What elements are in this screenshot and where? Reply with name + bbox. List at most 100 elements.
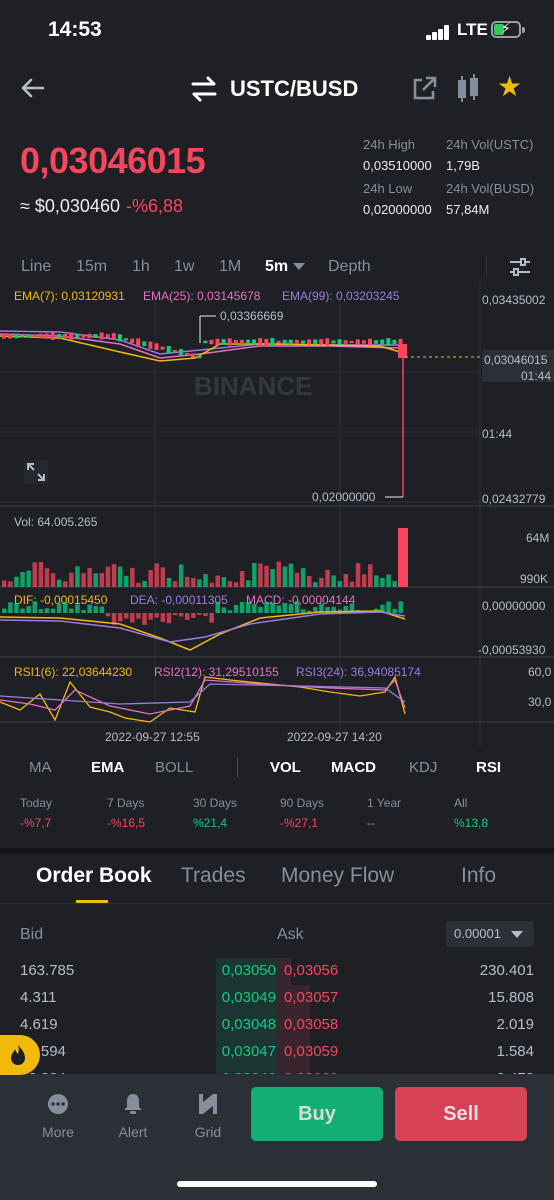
perf-label-1y: 1 Year [367, 796, 402, 810]
tf-1m[interactable]: 1M [219, 258, 242, 275]
sell-button[interactable]: Sell [395, 1087, 527, 1141]
favorite-star-icon[interactable]: ★ [497, 71, 523, 102]
macd-tick-bottom: -0,00053930 [478, 643, 546, 657]
candle [87, 333, 92, 339]
volume-bar [14, 576, 19, 587]
tab-info[interactable]: Info [461, 864, 497, 887]
tab-money-flow[interactable]: Money Flow [281, 864, 395, 887]
candle [307, 339, 311, 345]
order-book-row[interactable]: 163.785 0,03050 0,03056 230.401 [0, 958, 554, 985]
tf-line[interactable]: Line [21, 258, 52, 275]
candlestick-icon[interactable] [456, 74, 480, 104]
ind-divider [237, 757, 238, 777]
candle [270, 338, 275, 346]
vol-tick-top: 64M [526, 531, 549, 545]
candle [136, 338, 141, 347]
pair-title[interactable]: USTC/BUSD [230, 76, 359, 101]
ind-boll[interactable]: BOLL [155, 759, 194, 776]
signal-icon [426, 24, 452, 40]
ind-macd[interactable]: MACD [331, 759, 376, 776]
rsi-tick-bottom: 30,0 [528, 695, 552, 709]
ask-depth-bar [277, 985, 311, 1012]
status-bar: 14:53 LTE ⚡ [0, 0, 554, 62]
bid-price: 0,03050 [221, 962, 276, 979]
candle [32, 334, 37, 338]
y-tick-bottom: 0,02432779 [482, 492, 546, 506]
chart-settings-icon[interactable] [508, 256, 532, 278]
bid-header: Bid [20, 926, 44, 943]
volume-bar [258, 563, 263, 587]
macd-bar [105, 613, 111, 617]
ind-rsi[interactable]: RSI [476, 759, 502, 776]
back-arrow-icon[interactable] [18, 74, 46, 102]
ind-vol[interactable]: VOL [270, 759, 301, 776]
candle [2, 333, 6, 339]
chevron-down-icon [511, 931, 523, 939]
candle [44, 333, 49, 339]
order-book-row[interactable]: 4.311 0,03049 0,03057 15.808 [0, 985, 554, 1012]
battery-icon: ⚡ [491, 20, 521, 38]
volume-bar [203, 574, 208, 587]
tf-depth[interactable]: Depth [328, 258, 371, 275]
macd-bar [313, 607, 318, 613]
ask-price: 0,03057 [284, 989, 339, 1006]
candle [349, 340, 354, 344]
macd-bar [294, 601, 300, 613]
ind-ma[interactable]: MA [29, 759, 52, 776]
order-book-row[interactable]: 25.594 0,03047 0,03059 1.584 [0, 1039, 554, 1066]
tf-1w[interactable]: 1w [174, 258, 195, 275]
section-divider [0, 848, 554, 854]
tab-trades[interactable]: Trades [181, 864, 246, 887]
candle [374, 340, 379, 344]
macd-bar [50, 608, 56, 613]
candle [215, 338, 220, 346]
volume-bar [26, 570, 31, 587]
volume-bar [142, 581, 147, 587]
candle [380, 339, 385, 345]
volume-bar [117, 566, 123, 587]
macd-bar [325, 607, 330, 613]
volume-bar [8, 581, 13, 587]
candle [8, 333, 13, 339]
volume-bar [313, 582, 318, 587]
volume-bar [355, 563, 361, 587]
tab-order-book[interactable]: Order Book [36, 864, 152, 887]
volume-bar [227, 581, 233, 587]
nav-grid-label: Grid [194, 1124, 222, 1140]
share-icon[interactable] [412, 75, 438, 101]
tf-5m[interactable]: 5m [265, 258, 306, 276]
candle [398, 344, 407, 358]
dif-line [0, 610, 406, 651]
order-book-row[interactable]: 4.619 0,03048 0,03058 2.019 [0, 1012, 554, 1039]
macd-bar [331, 606, 336, 613]
precision-select[interactable]: 0.00001 [446, 921, 534, 947]
perf-label-today: Today [20, 796, 53, 810]
swap-icon[interactable] [190, 76, 218, 102]
perf-value-7d: -%16,5 [107, 816, 146, 830]
vol-base-value: 1,79B [446, 158, 480, 173]
perf-label-30d: 30 Days [193, 796, 238, 810]
vol-tick-bottom: 990K [520, 572, 548, 586]
macd-bar [178, 613, 184, 617]
macd-bar [166, 613, 172, 624]
buy-button[interactable]: Buy [251, 1087, 383, 1141]
volume-bar [349, 581, 355, 587]
ind-kdj[interactable]: KDJ [409, 759, 438, 776]
volume-bar [50, 573, 56, 587]
macd-bar [319, 603, 324, 613]
macd-hist [2, 601, 403, 625]
low-marker: 0,02000000 [312, 352, 404, 504]
bell-icon [124, 1094, 142, 1114]
indicator-bar: MA EMA BOLL VOL MACD KDJ RSI [0, 747, 554, 787]
tf-15m[interactable]: 15m [76, 258, 108, 275]
ind-ema[interactable]: EMA [91, 759, 125, 776]
expand-icon[interactable] [24, 460, 48, 484]
price-chart[interactable]: EMA(7): 0,03120931 EMA(25): 0,03145678 E… [0, 282, 554, 747]
perf-value-90d: -%27,1 [280, 816, 319, 830]
tf-1h[interactable]: 1h [132, 258, 150, 275]
macd-bar [44, 608, 50, 613]
macd-bar [246, 602, 251, 613]
hot-promo-button[interactable] [0, 1035, 40, 1075]
rsi6-label: RSI1(6): 22,03644230 [14, 665, 132, 679]
volume-bar [81, 573, 86, 587]
